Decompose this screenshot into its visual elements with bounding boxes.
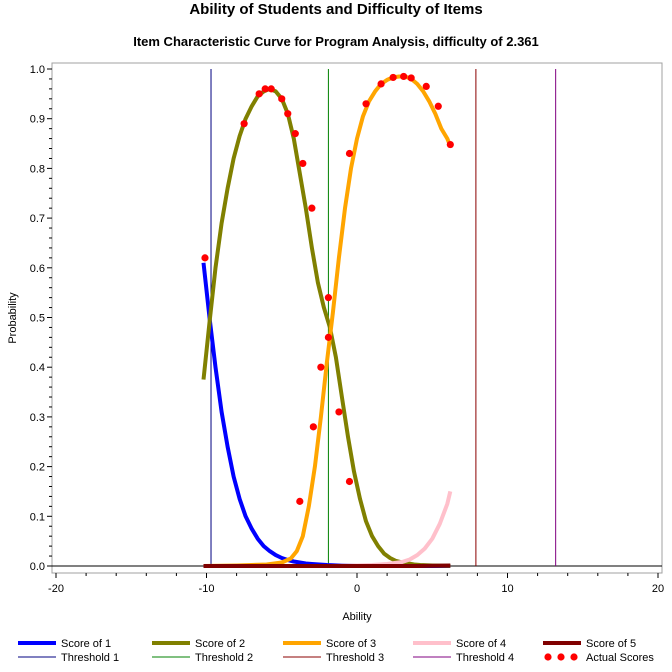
- y-tick-label: 0.5: [30, 313, 45, 325]
- actual-score-point: [284, 110, 292, 118]
- y-tick-label: 0.3: [30, 412, 45, 424]
- y-tick-label: 0.9: [30, 114, 45, 126]
- actual-score-point: [422, 82, 430, 90]
- actual-score-point: [377, 80, 385, 88]
- actual-score-point: [299, 159, 307, 168]
- chart-subtitle: Item Characteristic Curve for Program An…: [133, 34, 539, 49]
- actual-score-point: [362, 100, 370, 108]
- actual-score-point: [389, 73, 397, 82]
- actual-score-point: [201, 254, 209, 262]
- actual-score-point: [255, 90, 263, 98]
- legend-label-threshold-4: Threshold 4: [456, 652, 514, 664]
- actual-score-point: [345, 149, 354, 158]
- series-line-score-1: [201, 262, 451, 568]
- y-tick-label: 0.4: [30, 362, 45, 374]
- x-tick-label: 10: [501, 583, 513, 595]
- x-tick-label: -20: [48, 583, 64, 595]
- y-axis-label: Probability: [7, 292, 19, 344]
- x-axis-label: Ability: [342, 611, 372, 623]
- actual-score-point: [261, 85, 269, 93]
- actual-score-point: [309, 423, 317, 431]
- legend-label-threshold-1: Threshold 1: [61, 652, 119, 664]
- legend-swatch-actual-scores: [544, 653, 552, 661]
- y-tick-label: 0.6: [30, 263, 45, 275]
- x-tick-label: 0: [354, 583, 360, 595]
- actual-score-point: [400, 72, 408, 81]
- series-line-score-3: [203, 74, 453, 568]
- legend-label-actual-scores: Actual Scores: [586, 652, 654, 664]
- x-tick-label: -10: [199, 583, 215, 595]
- actual-score-point: [446, 140, 454, 149]
- actual-score-point: [345, 477, 354, 486]
- actual-score-point: [317, 363, 325, 371]
- legend-swatch-actual-scores: [557, 653, 565, 661]
- actual-score-point: [407, 74, 415, 82]
- legend: Score of 1 Score of 2 Score of 3 Score of 4…: [18, 638, 654, 664]
- y-tick-label: 0.0: [30, 561, 45, 573]
- actual-score-point: [324, 294, 333, 302]
- actual-score-point: [278, 95, 286, 103]
- legend-label-score-3: Score of 3: [326, 638, 376, 650]
- legend-label-score-4: Score of 4: [456, 638, 506, 650]
- series-line-score-2: [201, 86, 451, 568]
- chart-title: Ability of Students and Difficulty of It…: [189, 1, 482, 18]
- y-tick-label: 1.0: [30, 64, 45, 76]
- series-line-score-5: [203, 563, 451, 568]
- y-tick-label: 0.1: [30, 511, 45, 523]
- actual-score-point: [335, 408, 343, 416]
- y-tick-label: 0.2: [30, 462, 45, 474]
- legend-label-score-2: Score of 2: [195, 638, 245, 650]
- actual-score-point: [308, 204, 316, 212]
- y-tick-label: 0.7: [30, 213, 45, 225]
- axes: -20 -10 0 10 20 0.0 0.1 0.2 0.3 0.4 0.5 0.6 0.7 0.8 0.…: [30, 64, 664, 595]
- legend-label-threshold-2: Threshold 2: [195, 652, 253, 664]
- legend-label-score-5: Score of 5: [586, 638, 636, 650]
- legend-label-threshold-3: Threshold 3: [326, 652, 384, 664]
- actual-score-point: [267, 85, 275, 93]
- y-tick-label: 0.8: [30, 163, 45, 175]
- legend-label-score-1: Score of 1: [61, 638, 111, 650]
- legend-swatch-actual-scores: [570, 653, 578, 661]
- plot-area: [52, 69, 662, 568]
- actual-score-point: [434, 102, 442, 110]
- actual-score-point: [296, 497, 304, 505]
- x-tick-label: 20: [652, 583, 664, 595]
- actual-score-point: [324, 333, 333, 341]
- actual-score-point: [291, 130, 299, 138]
- actual-score-point: [240, 120, 248, 128]
